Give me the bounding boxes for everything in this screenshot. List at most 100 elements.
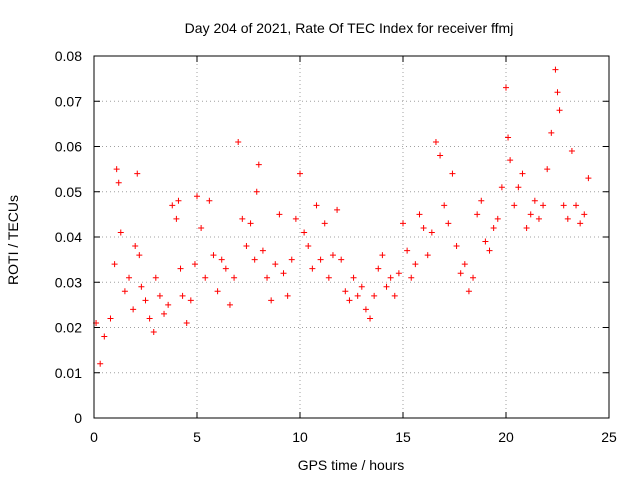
- data-point: [175, 197, 182, 204]
- data-point: [214, 288, 221, 295]
- data-point: [527, 211, 534, 218]
- grid-lines: [94, 56, 609, 418]
- data-point: [445, 220, 452, 227]
- data-point: [329, 252, 336, 259]
- data-point: [449, 170, 456, 177]
- data-point: [292, 215, 299, 222]
- data-point: [255, 161, 262, 168]
- data-point: [243, 243, 250, 250]
- data-point: [111, 261, 118, 268]
- data-point: [313, 202, 320, 209]
- data-point: [560, 202, 567, 209]
- data-point: [179, 292, 186, 299]
- data-point: [412, 261, 419, 268]
- data-point: [338, 256, 345, 263]
- data-point: [198, 224, 205, 231]
- data-point: [191, 261, 198, 268]
- data-point: [461, 261, 468, 268]
- data-point: [556, 107, 563, 114]
- x-tick-label: 10: [292, 429, 308, 445]
- data-point: [573, 202, 580, 209]
- data-point: [317, 256, 324, 263]
- y-tick-label: 0.07: [55, 93, 82, 109]
- data-point: [428, 229, 435, 236]
- y-tick-label: 0.08: [55, 48, 82, 64]
- data-point: [288, 256, 295, 263]
- data-point: [150, 329, 157, 336]
- data-point: [321, 220, 328, 227]
- data-point: [437, 152, 444, 159]
- data-point: [202, 274, 209, 281]
- data-point: [136, 252, 143, 259]
- data-point: [115, 179, 122, 186]
- data-point: [268, 297, 275, 304]
- data-point: [383, 283, 390, 290]
- x-tick-label: 5: [193, 429, 201, 445]
- data-point: [165, 301, 172, 308]
- data-point: [130, 306, 137, 313]
- data-point: [581, 211, 588, 218]
- data-point: [400, 220, 406, 227]
- data-point: [507, 157, 514, 164]
- data-points: [93, 66, 592, 367]
- data-point: [391, 292, 398, 299]
- data-point: [505, 134, 512, 141]
- data-point: [494, 215, 501, 222]
- data-point: [482, 238, 489, 245]
- data-point: [259, 247, 266, 254]
- data-point: [362, 306, 369, 313]
- y-tick-label: 0.06: [55, 139, 82, 155]
- y-tick-label: 0.03: [55, 274, 82, 290]
- x-tick-label: 25: [601, 429, 617, 445]
- data-point: [134, 170, 141, 177]
- data-point: [325, 274, 332, 281]
- data-point: [540, 202, 547, 209]
- data-point: [126, 274, 133, 281]
- data-point: [334, 206, 341, 213]
- data-point: [253, 188, 260, 195]
- data-point: [173, 215, 180, 222]
- x-tick-label: 20: [498, 429, 514, 445]
- data-point: [305, 243, 312, 250]
- y-tick-label: 0: [74, 410, 82, 426]
- data-point: [515, 184, 522, 191]
- data-point: [358, 283, 365, 290]
- data-point: [187, 297, 194, 304]
- data-point: [519, 170, 526, 177]
- data-point: [564, 215, 571, 222]
- data-point: [544, 166, 551, 173]
- data-point: [350, 274, 357, 281]
- data-point: [375, 265, 382, 272]
- data-point: [387, 274, 394, 281]
- data-point: [474, 211, 481, 218]
- data-point: [568, 148, 575, 155]
- y-axis-ticks: 0 0.01 0.02 0.03 0.04 0.05 0.06 0.07 0.08: [55, 48, 609, 426]
- data-point: [107, 315, 114, 322]
- data-point: [113, 166, 120, 173]
- data-point: [503, 84, 509, 91]
- data-point: [420, 224, 427, 231]
- data-point: [284, 292, 291, 299]
- data-point: [138, 283, 145, 290]
- y-tick-label: 0.02: [55, 320, 82, 336]
- data-point: [441, 202, 448, 209]
- data-point: [247, 220, 254, 227]
- x-axis-label: GPS time / hours: [298, 457, 405, 473]
- data-point: [272, 261, 279, 268]
- data-point: [222, 265, 229, 272]
- data-point: [117, 229, 124, 236]
- data-point: [156, 292, 163, 299]
- data-point: [194, 193, 200, 200]
- data-point: [470, 274, 477, 281]
- data-point: [465, 288, 472, 295]
- data-point: [416, 211, 423, 218]
- data-point: [424, 252, 431, 259]
- data-point: [478, 197, 485, 204]
- data-point: [297, 170, 303, 177]
- y-axis-label: ROTI / TECUs: [5, 195, 21, 285]
- plot-frame: [93, 55, 610, 419]
- data-point: [280, 270, 287, 277]
- data-point: [511, 202, 518, 209]
- data-point: [276, 211, 283, 218]
